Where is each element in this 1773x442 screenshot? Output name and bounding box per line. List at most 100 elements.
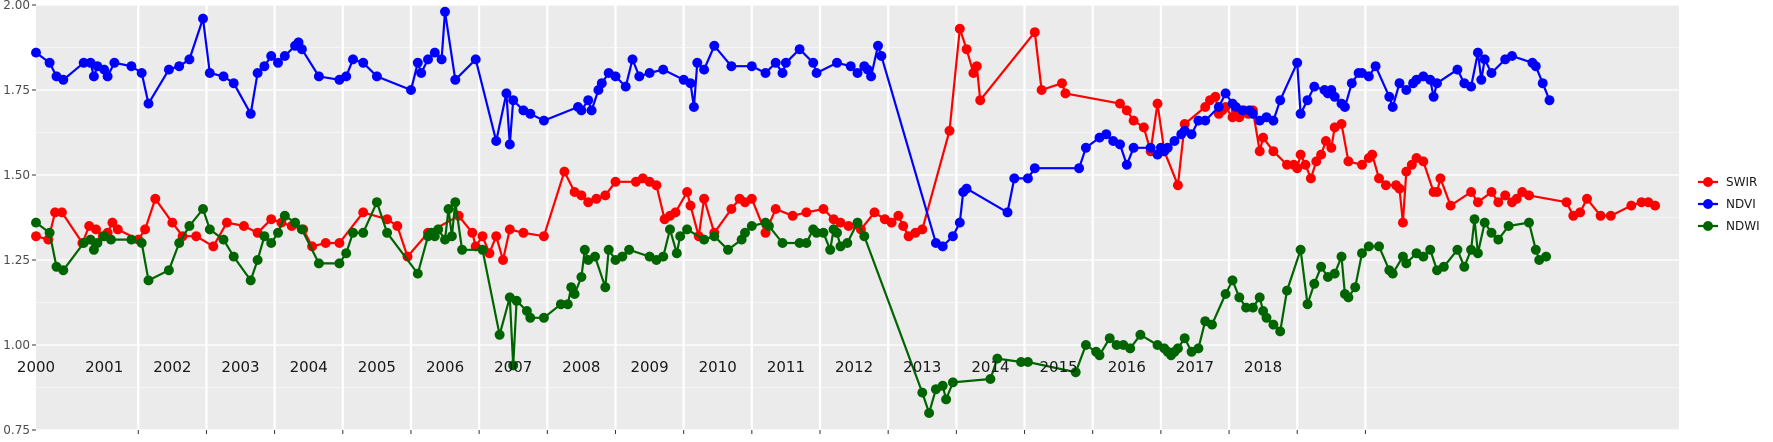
ndvi-point [794,44,805,55]
ndwi-point [1309,278,1320,289]
ndwi-point [1524,217,1534,228]
ndwi-point [58,265,69,276]
ndvi-point [583,95,594,106]
swir-point [610,176,621,187]
ndvi-point [873,40,883,51]
swir-point [191,231,202,242]
ndvi-point [709,40,720,51]
ndvi-point [832,57,842,68]
ndwi-point [740,227,750,238]
ndwi-point [443,204,454,214]
year-label: 2001 [85,358,123,376]
ndvi-point [313,71,324,82]
ndvi-point [279,51,290,61]
ndvi-point [423,54,433,65]
ndwi-point [1438,261,1449,272]
swir-point [221,217,232,228]
swir-point [954,23,965,34]
ndvi-point [1213,102,1224,112]
swir-point [112,224,123,235]
ndvi-point [1029,163,1040,174]
ndwi-point [1227,275,1238,286]
ndwi-point [174,238,185,248]
ndvi-point [644,68,655,78]
ndvi-point [228,78,239,89]
ndwi-point [1302,299,1313,310]
ndvi-point [1169,136,1180,146]
swir-point [91,224,101,235]
ndwi-point [576,272,587,282]
swir-point [975,95,986,106]
legend-label: NDVI [1726,197,1756,211]
ndwi-point [450,197,461,208]
ndvi-point [1074,163,1085,174]
year-label: 2003 [221,358,259,376]
swir-point [334,238,345,248]
ndvi-point [586,105,597,116]
ndwi-point [1172,343,1183,354]
swir-point [107,217,118,228]
ndvi-point [1432,78,1442,89]
ndwi-point [477,244,488,255]
ndvi-point [746,61,757,72]
ndwi-point [1469,214,1480,225]
ndvi-point [1486,68,1497,78]
swir-point [1401,166,1412,177]
ndwi-point [1357,248,1367,259]
ndvi-point [1220,88,1231,99]
ndvi-point [1401,85,1412,95]
ndvi-point [436,54,447,65]
ndvi-point [876,51,887,61]
ndwi-point [1247,302,1258,313]
ndwi-point [296,224,307,235]
ndwi-point [525,312,536,323]
legend-item-ndwi: NDWI [1698,219,1760,233]
swir-point [1300,159,1311,170]
ndvi-point [1121,159,1132,170]
swir-point [1029,27,1040,38]
ndvi-point [685,78,696,89]
ndvi-point [218,71,229,82]
ndwi-point [1282,285,1292,296]
ndvi-point [341,71,352,82]
ndwi-point [334,258,345,269]
ndwi-point [1493,234,1504,245]
swir-point [1121,105,1132,116]
ndwi-point [624,244,635,255]
swir-point [1511,193,1522,204]
ndvi-point [204,68,215,78]
swir-point [818,204,829,214]
ndwi-point [1070,367,1081,378]
ndvi-point [1394,78,1405,89]
swir-point [320,238,331,248]
swir-point [1445,200,1456,211]
ndvi-point [1292,57,1303,68]
ndwi-point [1254,292,1265,303]
swir-point [1493,197,1504,208]
ndwi-point [569,289,580,299]
ndwi-point [1503,221,1514,231]
swir-point [1380,180,1391,191]
ndvi-point [1309,81,1320,92]
ndwi-point [371,197,382,208]
ndwi-point [818,227,829,238]
ndwi-point [1418,251,1429,262]
year-label: 2002 [153,358,191,376]
ndvi-point [1472,47,1483,58]
x-axis [137,430,1366,434]
swir-point [402,251,413,262]
ndvi-point [58,74,69,85]
ndvi-point [610,71,621,82]
ndvi-point [699,64,710,75]
ndvi-point [1537,78,1548,89]
series-ndwi [31,197,1552,418]
swir-point [498,255,508,265]
ndwi-point [204,224,215,235]
ndwi-point [1452,244,1463,255]
ndvi-point [1247,108,1258,119]
swir-point [699,193,710,204]
swir-point [787,210,798,221]
ndvi-point [1145,142,1156,153]
swir-point [886,217,897,228]
